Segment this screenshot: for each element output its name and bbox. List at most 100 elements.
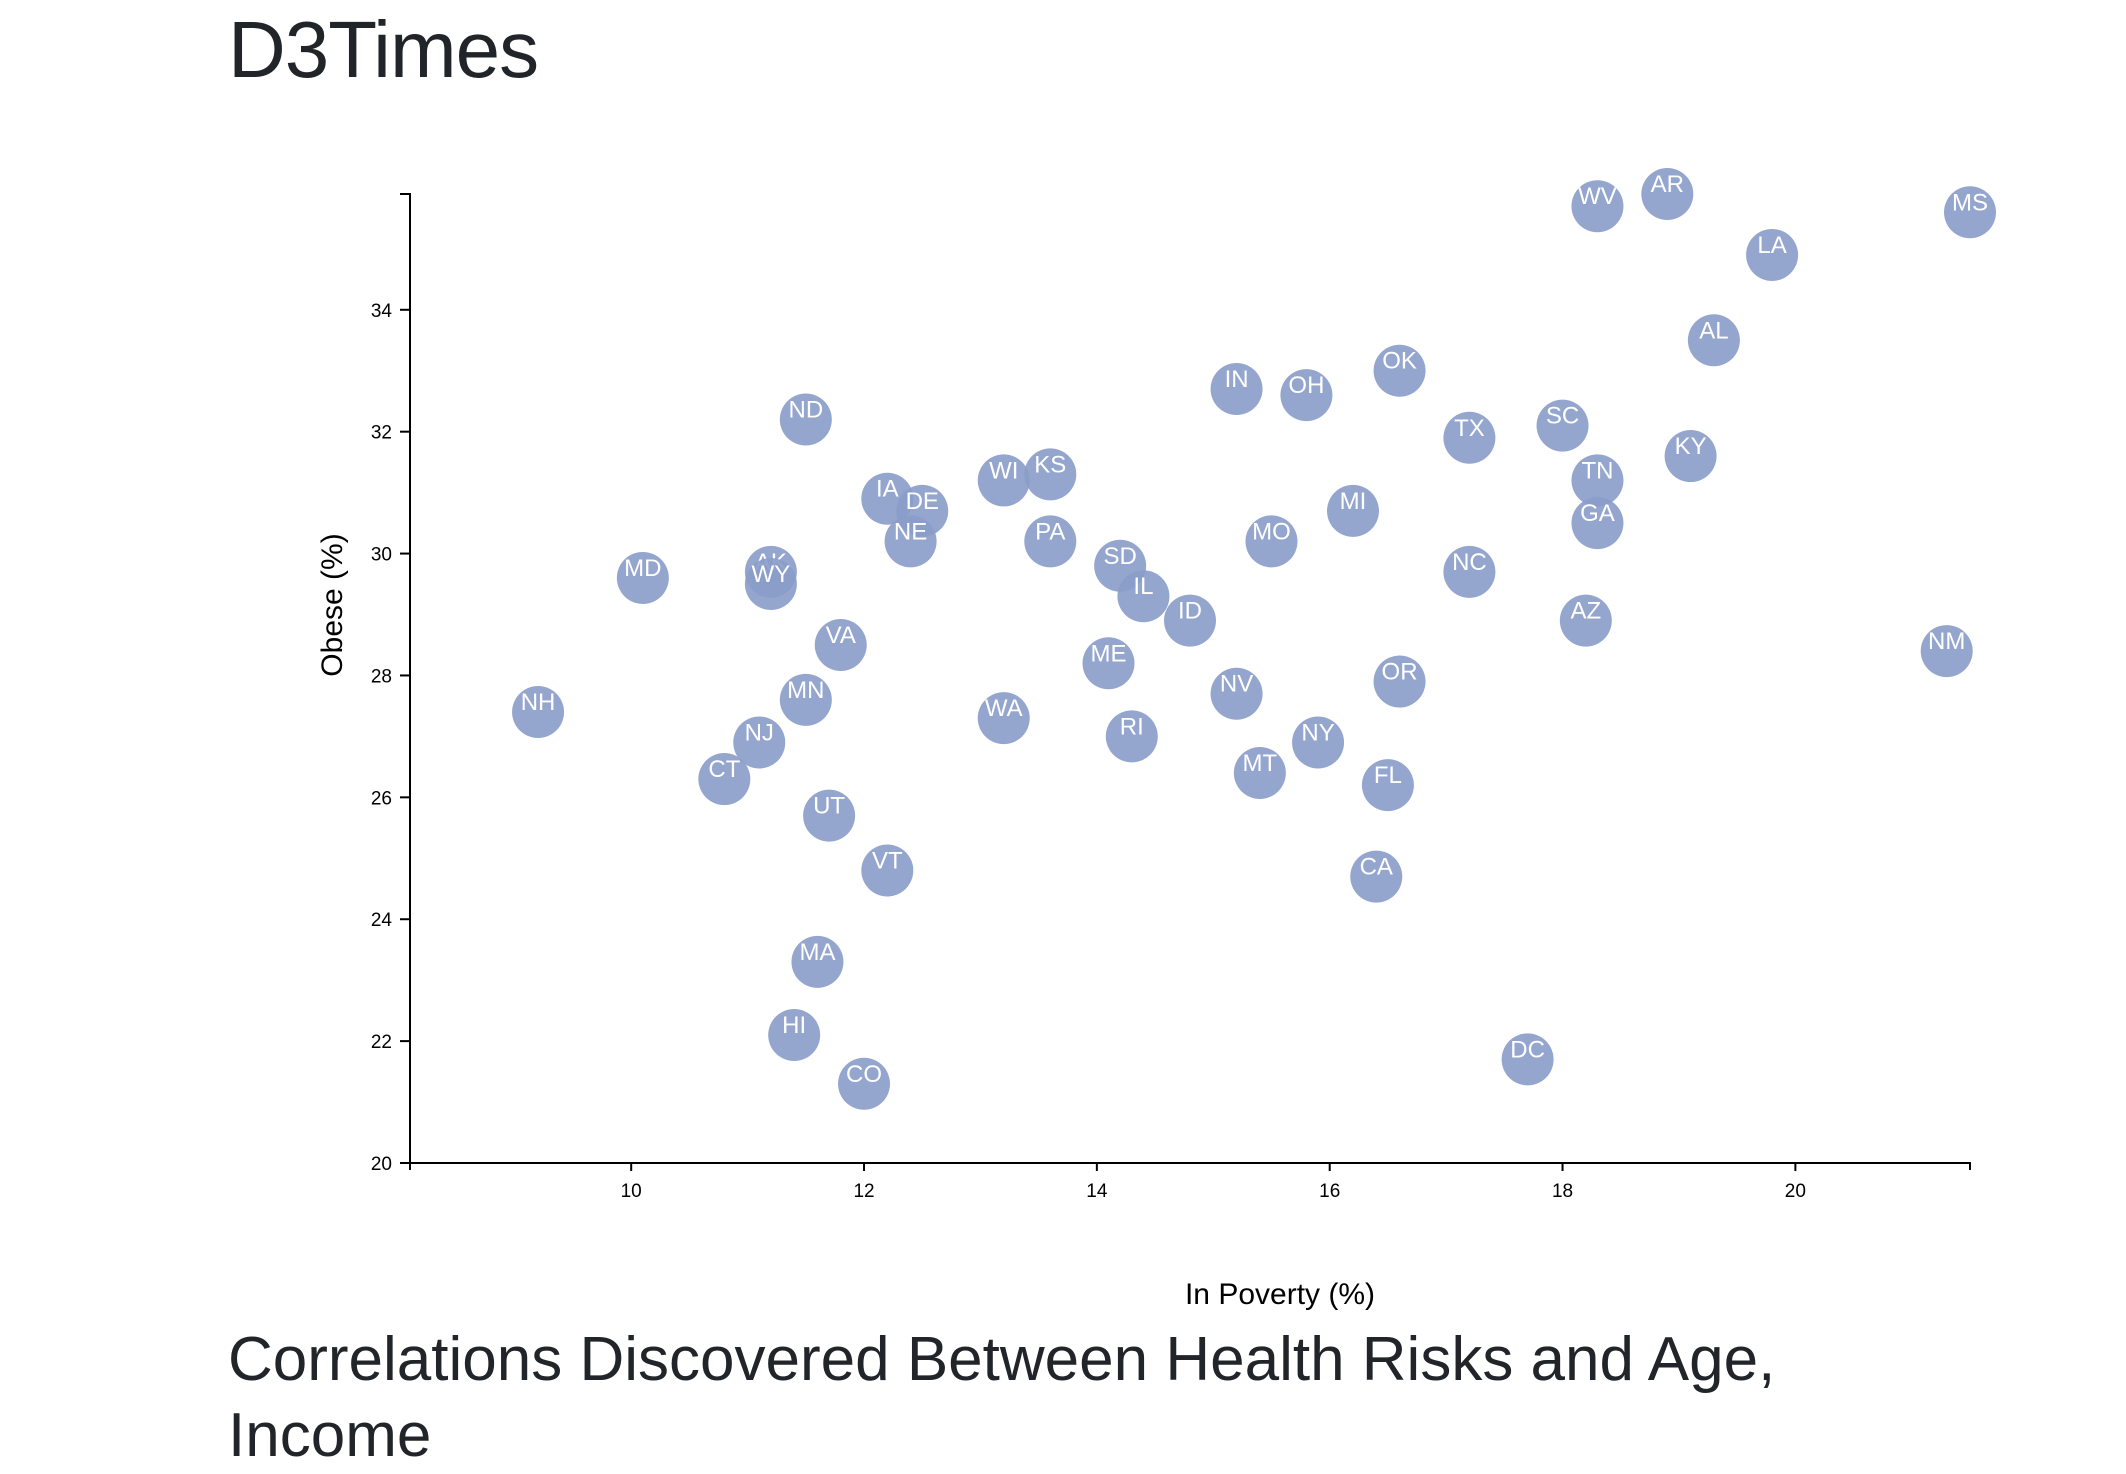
data-point-nm[interactable]: NM	[1920, 625, 1973, 678]
data-point-oh[interactable]: OH	[1280, 369, 1333, 422]
state-circle[interactable]	[1443, 411, 1496, 464]
state-abbr-label: NE	[894, 518, 927, 545]
state-circle[interactable]	[1361, 759, 1414, 812]
data-point-nh[interactable]: NH	[512, 686, 565, 739]
state-circle[interactable]	[1024, 448, 1077, 501]
data-point-me[interactable]: ME	[1082, 637, 1135, 690]
state-circle[interactable]	[1944, 186, 1996, 239]
data-point-az[interactable]: AZ	[1559, 594, 1612, 647]
state-circle[interactable]	[1292, 716, 1345, 769]
state-circle[interactable]	[803, 789, 856, 842]
data-point-mt[interactable]: MT	[1233, 746, 1286, 799]
state-abbr-label: PA	[1035, 518, 1065, 545]
data-point-wv[interactable]: WV	[1571, 180, 1624, 233]
data-point-nv[interactable]: NV	[1210, 667, 1263, 720]
data-point-hi[interactable]: HI	[768, 1009, 821, 1062]
data-point-mo[interactable]: MO	[1245, 515, 1298, 568]
state-circle[interactable]	[1443, 545, 1496, 598]
state-circle[interactable]	[512, 686, 565, 739]
state-circle[interactable]	[814, 618, 867, 671]
data-point-ut[interactable]: UT	[803, 789, 856, 842]
data-point-mi[interactable]: MI	[1326, 484, 1379, 537]
state-circle[interactable]	[779, 673, 832, 726]
data-point-co[interactable]: CO	[838, 1057, 891, 1110]
data-point-ar[interactable]: AR	[1641, 168, 1694, 220]
data-point-mn[interactable]: MN	[779, 673, 832, 726]
data-point-ok[interactable]: OK	[1373, 344, 1426, 397]
data-point-tx[interactable]: TX	[1443, 411, 1496, 464]
state-circle[interactable]	[1641, 168, 1694, 220]
state-circle[interactable]	[1920, 625, 1973, 678]
data-point-la[interactable]: LA	[1746, 228, 1799, 281]
data-point-ny[interactable]: NY	[1292, 716, 1345, 769]
state-circle[interactable]	[779, 393, 832, 446]
data-point-al[interactable]: AL	[1687, 314, 1740, 367]
state-circle[interactable]	[884, 515, 937, 568]
data-point-ma[interactable]: MA	[791, 935, 844, 988]
state-circle[interactable]	[977, 454, 1030, 507]
data-point-il[interactable]: IL	[1117, 570, 1170, 623]
data-point-ca[interactable]: CA	[1350, 850, 1403, 903]
state-circle[interactable]	[1571, 454, 1624, 507]
state-circle[interactable]	[838, 1057, 891, 1110]
state-circle[interactable]	[977, 692, 1030, 745]
data-point-va[interactable]: VA	[814, 618, 867, 671]
x-tick-label: 16	[1319, 1181, 1340, 1202]
state-circle[interactable]	[1245, 515, 1298, 568]
data-point-md[interactable]: MD	[616, 551, 669, 604]
state-circle[interactable]	[1536, 399, 1589, 452]
state-circle[interactable]	[1105, 710, 1158, 763]
state-circle[interactable]	[1117, 570, 1170, 623]
data-point-wi[interactable]: WI	[977, 454, 1030, 507]
data-point-nc[interactable]: NC	[1443, 545, 1496, 598]
state-circle[interactable]	[1210, 667, 1263, 720]
state-circle[interactable]	[768, 1009, 821, 1062]
data-point-sc[interactable]: SC	[1536, 399, 1589, 452]
data-point-ne[interactable]: NE	[884, 515, 937, 568]
data-point-pa[interactable]: PA	[1024, 515, 1077, 568]
state-circle[interactable]	[1373, 655, 1426, 708]
data-point-ks[interactable]: KS	[1024, 448, 1077, 501]
state-circle[interactable]	[1501, 1033, 1554, 1086]
state-circle[interactable]	[1280, 369, 1333, 422]
state-circle[interactable]	[698, 753, 751, 806]
state-circle[interactable]	[791, 935, 844, 988]
state-circle[interactable]	[1326, 484, 1379, 537]
data-point-or[interactable]: OR	[1373, 655, 1426, 708]
state-abbr-label: FL	[1374, 762, 1402, 789]
state-circle[interactable]	[861, 844, 914, 897]
state-circle[interactable]	[616, 551, 669, 604]
data-point-nj[interactable]: NJ	[733, 716, 786, 769]
data-point-tn[interactable]: TN	[1571, 454, 1624, 507]
x-axis-line	[409, 1162, 1971, 1170]
state-circle[interactable]	[1571, 497, 1624, 550]
data-point-ct[interactable]: CT	[698, 753, 751, 806]
state-circle[interactable]	[1210, 363, 1263, 416]
state-circle[interactable]	[1746, 228, 1799, 281]
state-circle[interactable]	[1164, 594, 1216, 647]
state-circle[interactable]	[1559, 594, 1612, 647]
data-point-in[interactable]: IN	[1210, 363, 1263, 416]
data-point-ky[interactable]: KY	[1664, 430, 1717, 483]
state-circle[interactable]	[1350, 850, 1403, 903]
data-point-vt[interactable]: VT	[861, 844, 914, 897]
state-circle[interactable]	[1687, 314, 1740, 367]
x-axis: 10 12 14 16 18 20	[409, 1162, 1971, 1202]
state-circle[interactable]	[1373, 344, 1426, 397]
data-point-wa[interactable]: WA	[977, 692, 1030, 745]
data-point-dc[interactable]: DC	[1501, 1033, 1554, 1086]
data-point-ga[interactable]: GA	[1571, 497, 1624, 550]
state-circle[interactable]	[1571, 180, 1624, 233]
state-circle[interactable]	[1664, 430, 1717, 483]
state-circle[interactable]	[1233, 746, 1286, 799]
data-point-ri[interactable]: RI	[1105, 710, 1158, 763]
state-circle[interactable]	[1082, 637, 1135, 690]
state-circle[interactable]	[1024, 515, 1077, 568]
data-point-nd[interactable]: ND	[779, 393, 832, 446]
state-circle[interactable]	[744, 558, 797, 611]
state-circle[interactable]	[733, 716, 786, 769]
data-point-id[interactable]: ID	[1164, 594, 1216, 647]
data-point-fl[interactable]: FL	[1361, 759, 1414, 812]
data-point-wy[interactable]: WY	[744, 558, 797, 611]
data-point-ms[interactable]: MS	[1944, 186, 1996, 239]
